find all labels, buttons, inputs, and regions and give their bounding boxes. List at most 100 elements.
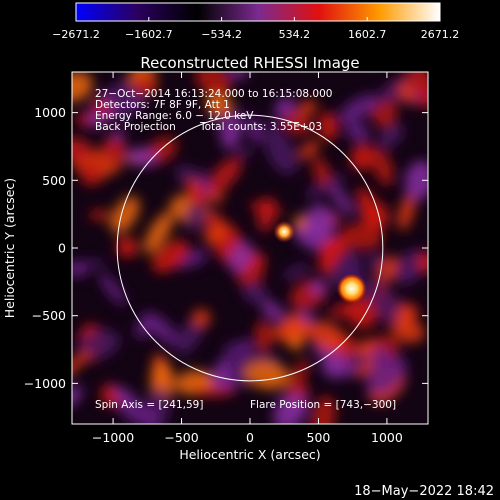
texture-blob [274, 97, 295, 118]
texture-blob [127, 147, 158, 167]
colorbar-tick-label: −1602.7 [125, 28, 173, 41]
texture-blob [297, 99, 318, 116]
texture-blob [116, 236, 139, 258]
texture-blob [135, 314, 154, 339]
texture-blob [72, 351, 90, 382]
texture-blob [357, 187, 381, 230]
colorbar-tick-label: −2671.2 [52, 28, 100, 41]
texture-blob [206, 110, 248, 126]
texture-blob [309, 320, 345, 352]
texture-blob [110, 196, 140, 234]
texture-blob [242, 282, 269, 305]
texture-blob [280, 312, 304, 340]
texture-blob [228, 241, 253, 273]
texture-blob [245, 116, 265, 144]
texture-blob [81, 159, 100, 186]
texture-blob [341, 222, 384, 250]
texture-blob [265, 132, 298, 175]
texture-blob [293, 214, 309, 231]
texture-blob [328, 183, 355, 217]
texture-blob [267, 118, 284, 140]
texture-blob [350, 143, 376, 171]
image-texture [72, 72, 428, 424]
texture-blob [203, 221, 228, 245]
texture-blob [372, 149, 394, 186]
colorbar-gradient [75, 2, 441, 22]
texture-blob [416, 76, 428, 94]
texture-blob [372, 290, 405, 325]
texture-blob [223, 342, 250, 388]
annotation-detectors: Detectors: 7F 8F 9F, Att 1 [95, 99, 230, 111]
texture-blob [254, 320, 273, 353]
texture-blob [347, 351, 367, 370]
y-axis-label: Heliocentric Y (arcsec) [2, 178, 17, 318]
texture-blob [305, 204, 335, 236]
texture-blob [369, 347, 391, 370]
texture-blob [338, 94, 379, 124]
texture-blob [175, 318, 204, 355]
texture-blob [273, 393, 308, 424]
texture-blob [398, 81, 415, 104]
chart-title: Reconstructed RHESSI Image [140, 54, 359, 72]
annotation-energy-range: Energy Range: 6.0 − 12.0 keV [95, 110, 254, 122]
annotation-total-counts: Total counts: 3.55E+03 [199, 121, 322, 133]
texture-blob [282, 263, 311, 280]
texture-blob [101, 137, 128, 163]
y-tick-label: −1000 [24, 376, 66, 391]
texture-blob [299, 140, 320, 160]
texture-blob [244, 360, 290, 390]
x-tick-label: −1000 [92, 430, 134, 445]
texture-blob [285, 358, 309, 400]
y-tick-label: 1000 [34, 105, 66, 120]
texture-blob [206, 90, 233, 118]
texture-blob [207, 157, 242, 195]
texture-blob [371, 98, 398, 128]
flare-position-label: Flare Position = [743,−300] [250, 399, 396, 411]
texture-blob [72, 137, 93, 162]
texture-blob [151, 240, 189, 273]
x-tick-label: −500 [164, 430, 198, 445]
annotation-time-range: 27−Oct−2014 16:13:24.000 to 16:15:08.000 [95, 88, 332, 100]
annotation-algorithm: Back Projection [95, 121, 176, 133]
colorbar-tick-label: 2671.2 [421, 28, 460, 41]
x-tick-label: 1000 [371, 430, 403, 445]
texture-blob [328, 302, 364, 318]
texture-blob [394, 259, 418, 286]
texture-blob [195, 72, 232, 96]
solar-limb [116, 114, 384, 382]
colorbar-ticks: −2671.2 −1602.7 −534.2 534.2 1602.7 2671.2 [52, 17, 459, 41]
texture-blob [194, 386, 236, 397]
texture-blob [377, 123, 404, 149]
x-tick-label: 0 [246, 430, 254, 445]
texture-blob [176, 164, 194, 184]
colorbar: −2671.2 −1602.7 −534.2 534.2 1602.7 2671.2 [52, 2, 459, 41]
texture-blob [143, 211, 174, 254]
texture-blob [310, 279, 327, 296]
colorbar-tick-label: 534.2 [279, 28, 311, 41]
texture-blob [416, 252, 428, 273]
texture-blob [367, 252, 384, 270]
texture-blob [257, 196, 277, 232]
texture-blob [404, 160, 428, 201]
y-tick-label: −500 [32, 308, 66, 323]
texture-blob [391, 319, 426, 343]
spin-axis-label: Spin Axis = [241,59] [95, 399, 203, 411]
texture-blob [185, 199, 207, 231]
plot-area [72, 72, 428, 424]
texture-blob [118, 398, 159, 424]
texture-blob [321, 350, 348, 379]
texture-blob [282, 110, 312, 135]
texture-blob [89, 209, 111, 221]
texture-blob [133, 73, 155, 94]
annotations: 27−Oct−2014 16:13:24.000 to 16:15:08.000… [95, 88, 396, 411]
texture-blob [90, 97, 112, 117]
flare-source [336, 273, 367, 304]
texture-blob [318, 112, 339, 141]
texture-blob [397, 192, 416, 231]
texture-blob [72, 72, 93, 102]
colorbar-tick-label: −534.2 [201, 28, 242, 41]
texture-blob [311, 396, 336, 424]
secondary-source [273, 220, 296, 243]
texture-blob [234, 146, 252, 158]
texture-blob [99, 272, 126, 306]
